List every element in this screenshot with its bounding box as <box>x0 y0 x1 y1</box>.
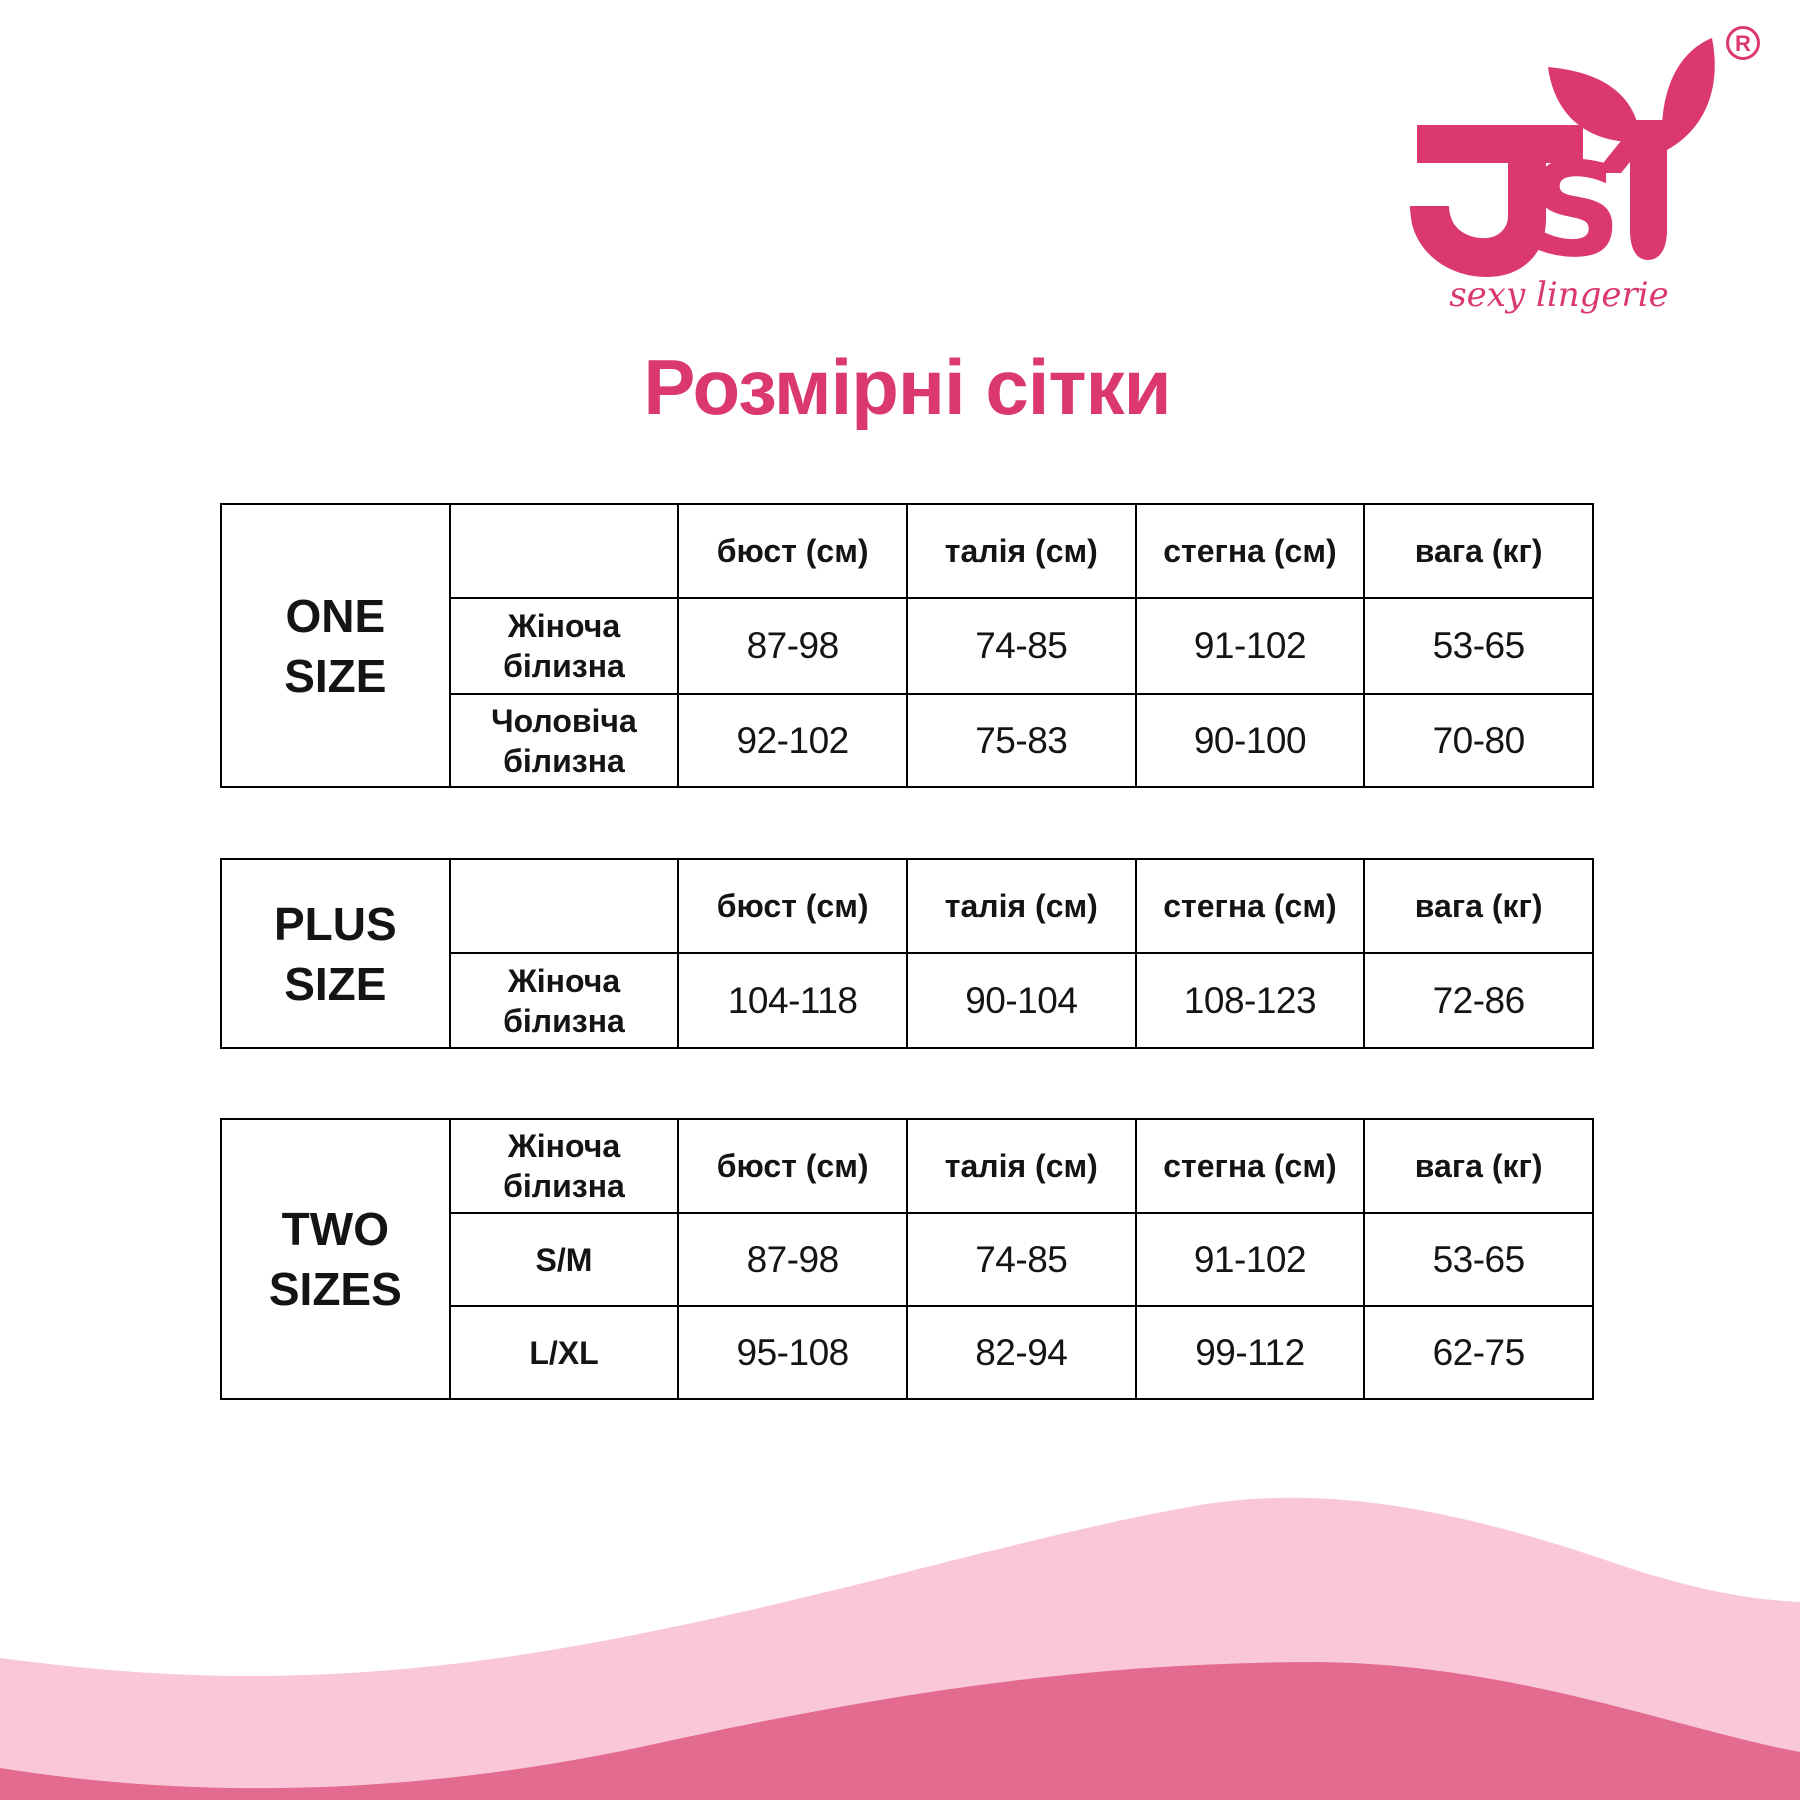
column-header-cell: талія (см) <box>905 503 1137 599</box>
column-header-cell: вага (кг) <box>1363 1118 1594 1214</box>
header-row-label: Жіноча білизна <box>448 1118 680 1214</box>
row-label-cell: Чоловіча білизна <box>448 693 680 788</box>
leaf-right <box>1661 38 1715 152</box>
jsy-letters: S <box>1410 38 1715 286</box>
wave-dark <box>0 1662 1800 1800</box>
size-value-cell: 90-104 <box>905 952 1137 1049</box>
size-table-one-size: ONE SIZE бюст (см) талія (см) стегна (см) ва… <box>220 503 1594 788</box>
registered-trademark: R <box>1726 26 1760 60</box>
column-header-cell: бюст (см) <box>677 503 908 599</box>
brand-logo: S R sexy lingerie <box>1398 22 1790 320</box>
svg-text:R: R <box>1735 31 1751 56</box>
column-header-cell: талія (см) <box>905 858 1137 954</box>
header-row-label <box>448 503 680 599</box>
header-row-label <box>448 858 680 954</box>
size-value-cell: 72-86 <box>1363 952 1594 1049</box>
letter-j <box>1410 125 1583 277</box>
size-value-cell: 95-108 <box>677 1305 908 1400</box>
size-value-cell: 74-85 <box>905 1212 1137 1307</box>
leaf-left <box>1548 67 1641 143</box>
size-value-cell: 91-102 <box>1134 1212 1366 1307</box>
column-header-cell: бюст (см) <box>677 1118 908 1214</box>
size-value-cell: 99-112 <box>1134 1305 1366 1400</box>
size-value-cell: 90-100 <box>1134 693 1366 788</box>
size-value-cell: 91-102 <box>1134 597 1366 695</box>
size-value-cell: 74-85 <box>905 597 1137 695</box>
page-title: Розмірні сітки <box>643 343 1171 431</box>
size-table-plus-size: PLUS SIZE бюст (см) талія (см) стегна (см) в… <box>220 858 1594 1049</box>
size-value-cell: 87-98 <box>677 597 908 695</box>
column-header-cell: стегна (см) <box>1134 1118 1366 1214</box>
size-value-cell: 53-65 <box>1363 597 1594 695</box>
size-label: ONE SIZE <box>220 503 451 788</box>
size-value-cell: 70-80 <box>1363 693 1594 788</box>
size-value-cell: 75-83 <box>905 693 1137 788</box>
size-value-cell: 62-75 <box>1363 1305 1594 1400</box>
column-header-cell: вага (кг) <box>1363 858 1594 954</box>
column-header-cell: стегна (см) <box>1134 503 1366 599</box>
size-value-cell: 53-65 <box>1363 1212 1594 1307</box>
size-value-cell: 82-94 <box>905 1305 1137 1400</box>
column-header-cell: талія (см) <box>905 1118 1137 1214</box>
size-value-cell: 108-123 <box>1134 952 1366 1049</box>
row-label-cell: L/XL <box>448 1305 680 1400</box>
size-value-cell: 104-118 <box>677 952 908 1049</box>
jsy-logo-graphic: S R sexy lingerie <box>1410 26 1760 315</box>
row-label-cell: Жіноча білизна <box>448 597 680 695</box>
bottom-wave-decoration <box>0 1497 1800 1800</box>
column-header-cell: бюст (см) <box>677 858 908 954</box>
column-header-cell: вага (кг) <box>1363 503 1594 599</box>
size-label: PLUS SIZE <box>220 858 451 1049</box>
size-label: TWO SIZES <box>220 1118 451 1400</box>
brand-tagline: sexy lingerie <box>1449 275 1669 315</box>
size-value-cell: 87-98 <box>677 1212 908 1307</box>
column-header-cell: стегна (см) <box>1134 858 1366 954</box>
letter-y-stem <box>1630 120 1667 260</box>
size-table-two-sizes: TWO SIZES Жіноча білизна бюст (см) талія (с… <box>220 1118 1594 1400</box>
row-label-cell: Жіноча білизна <box>448 952 680 1049</box>
size-value-cell: 92-102 <box>677 693 908 788</box>
row-label-cell: S/M <box>448 1212 680 1307</box>
